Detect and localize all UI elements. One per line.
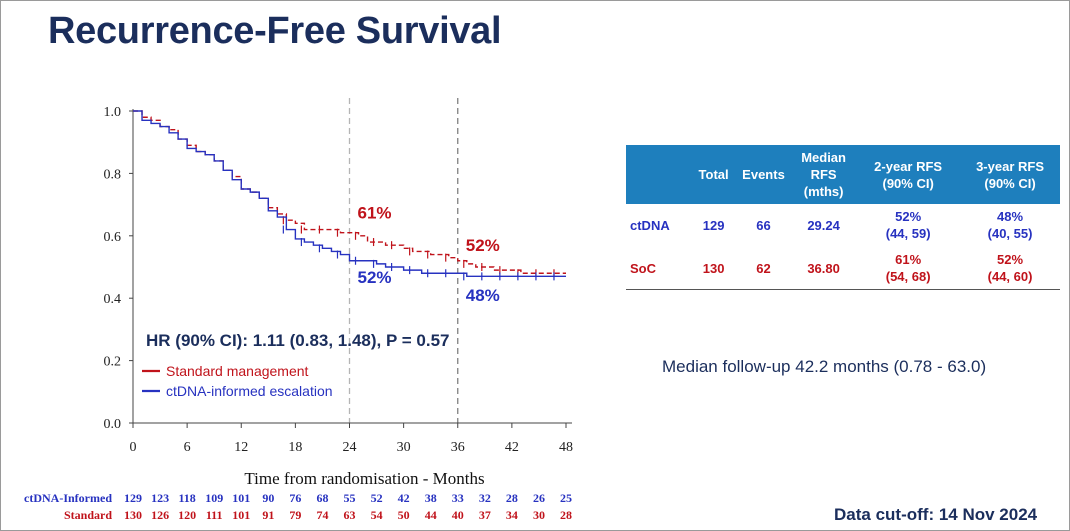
x-tick-label: 0 (130, 440, 137, 455)
rfs-col-empty (626, 145, 692, 204)
risk-count: 44 (425, 508, 437, 522)
y-tick-label: 0.8 (104, 167, 122, 182)
x-axis-label: Time from randomisation - Months (244, 469, 484, 488)
rfs-events: 66 (736, 204, 791, 247)
rfs-total: 129 (691, 204, 736, 247)
risk-row-label: ctDNA-Informed (24, 491, 112, 505)
x-tick-label: 12 (234, 440, 248, 455)
axes: 0.0 0.2 0.4 0.6 0.8 1.0 0 6 12 18 24 30 36 42 48 Time f… (104, 105, 574, 488)
risk-count: 25 (560, 491, 572, 505)
hr-text: HR (90% CI): 1.11 (0.83, 1.48), P = 0.57 (146, 331, 450, 350)
legend: Standard management ctDNA-informed escala… (142, 363, 333, 399)
risk-count: 91 (262, 508, 274, 522)
y-tick-label: 0.6 (104, 230, 122, 245)
risk-table: ctDNA-Informed 129 123 118 109 101 90 76 68 55 52 4… (24, 491, 572, 522)
risk-count: 28 (506, 491, 518, 505)
data-cutoff: Data cut-off: 14 Nov 2024 (834, 505, 1038, 524)
risk-count: 50 (398, 508, 410, 522)
percent-annotation: 52% (466, 236, 500, 255)
rfs-3yr: 52% (44, 60) (960, 246, 1060, 290)
percent-annotation: 48% (466, 286, 500, 305)
risk-count: 30 (533, 508, 545, 522)
risk-count: 76 (289, 491, 301, 505)
risk-row-label: Standard (64, 508, 112, 522)
rfs-col-2yr: 2-year RFS (90% CI) (856, 145, 961, 204)
percent-annotation: 61% (358, 204, 392, 223)
x-tick-label: 18 (288, 440, 302, 455)
x-tick-label: 30 (397, 440, 411, 455)
rfs-median: 29.24 (791, 204, 857, 247)
percent-annotation: 52% (358, 268, 392, 287)
risk-count: 55 (344, 491, 356, 505)
risk-count: 79 (289, 508, 301, 522)
y-tick-label: 0.2 (104, 355, 122, 370)
risk-count: 42 (398, 491, 410, 505)
rfs-total: 130 (691, 246, 736, 290)
rfs-row-label: SoC (626, 246, 692, 290)
rfs-events: 62 (736, 246, 791, 290)
risk-count: 101 (232, 508, 250, 522)
risk-count: 118 (178, 491, 195, 505)
rfs-2yr: 52% (44, 59) (856, 204, 961, 247)
rfs-row-ctdna: ctDNA 129 66 29.24 52% (44, 59) 48% (40, 5… (626, 204, 1060, 247)
risk-count: 130 (124, 508, 142, 522)
risk-count: 54 (371, 508, 383, 522)
series-line-0 (133, 110, 566, 274)
rfs-row-label: ctDNA (626, 204, 692, 247)
slide-title: Recurrence-Free Survival (48, 10, 502, 52)
rfs-col-total: Total (691, 145, 736, 204)
rfs-median: 36.80 (791, 246, 857, 290)
risk-count: 120 (178, 508, 196, 522)
series-layer (133, 110, 566, 281)
risk-count: 74 (316, 508, 328, 522)
x-tick-label: 6 (184, 440, 191, 455)
y-tick-label: 0.4 (104, 292, 122, 307)
risk-count: 26 (533, 491, 545, 505)
risk-count: 68 (316, 491, 328, 505)
annotations: 61% 52% 52% 48% HR (90% CI): 1.11 (0.83, 1.4… (146, 204, 500, 350)
risk-count: 101 (232, 491, 250, 505)
risk-count: 63 (344, 508, 356, 522)
rfs-table-header-row: Total Events Median RFS (mths) 2-year RFS(… (626, 145, 1060, 204)
risk-count: 34 (506, 508, 518, 522)
risk-count: 37 (479, 508, 491, 522)
risk-count: 111 (206, 508, 223, 522)
risk-count: 90 (262, 491, 274, 505)
legend-label: ctDNA-informed escalation (166, 383, 333, 399)
rfs-col-median: Median RFS (mths) (791, 145, 857, 204)
y-tick-label: 1.0 (104, 105, 122, 120)
median-followup: Median follow-up 42.2 months (0.78 - 63.… (662, 357, 987, 376)
rfs-col-3yr: 3-year RFS (90% CI) (960, 145, 1060, 204)
rfs-3yr: 48% (40, 55) (960, 204, 1060, 247)
risk-count: 52 (371, 491, 383, 505)
risk-count: 40 (452, 508, 464, 522)
rfs-col-events: Events (736, 145, 791, 204)
x-tick-label: 24 (343, 440, 357, 455)
risk-count: 33 (452, 491, 464, 505)
rfs-2yr: 61% (54, 68) (856, 246, 961, 290)
series-line-1 (133, 110, 566, 278)
rfs-table: Total Events Median RFS (mths) 2-year RFS(… (626, 145, 1060, 290)
x-tick-label: 48 (559, 440, 573, 455)
x-tick-label: 36 (451, 440, 465, 455)
rfs-row-soc: SoC 130 62 36.80 61% (54, 68) 52% (44, 60) (626, 246, 1060, 290)
risk-count: 38 (425, 491, 437, 505)
risk-count: 129 (124, 491, 142, 505)
x-tick-label: 42 (505, 440, 519, 455)
risk-count: 109 (205, 491, 223, 505)
risk-count: 28 (560, 508, 572, 522)
legend-label: Standard management (166, 363, 309, 379)
y-tick-label: 0.0 (104, 417, 122, 432)
risk-count: 123 (151, 491, 169, 505)
risk-count: 32 (479, 491, 491, 505)
risk-count: 126 (151, 508, 169, 522)
